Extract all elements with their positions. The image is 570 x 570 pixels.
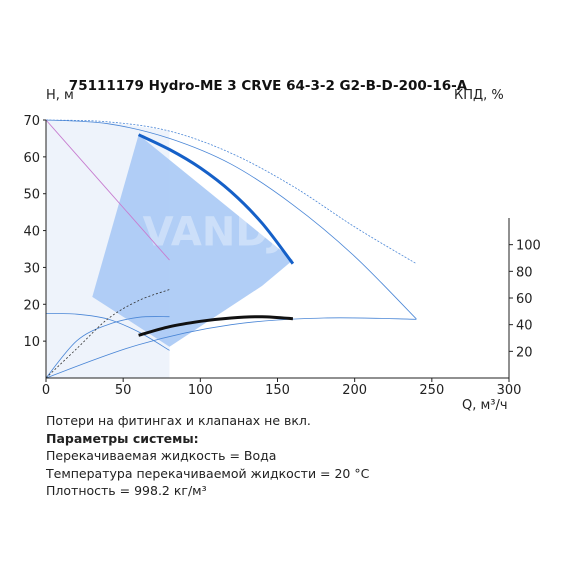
y2-tick-label: 40 [516, 319, 533, 334]
operating-area [92, 134, 293, 347]
note-parameters-heading: Параметры системы: [46, 430, 199, 446]
curve-thin-eff-small [45, 316, 170, 379]
y2-axis-label: КПД, % [454, 88, 504, 103]
y-tick-label: 60 [23, 151, 40, 166]
y-axis-label: H, м [46, 88, 74, 103]
x-tick-label: 300 [497, 383, 522, 398]
x-tick-label: 0 [42, 383, 50, 398]
x-tick-label: 200 [342, 383, 367, 398]
system-notes: Потери на фитингах и клапанах не вкл. Па… [46, 412, 546, 500]
curve-thin-power [45, 119, 170, 261]
note-losses: Потери на фитингах и клапанах не вкл. [46, 413, 311, 428]
x-tick-label: 50 [115, 383, 132, 398]
y-tick-label: 10 [23, 335, 40, 350]
curve-head-main [137, 133, 295, 265]
note-liquid: Перекачиваемая жидкость = Вода [46, 448, 277, 463]
y-tick-label: 30 [23, 261, 40, 276]
y2-tick-label: 20 [516, 345, 533, 360]
y-tick-label: 20 [23, 298, 40, 313]
curve-dashed-black [45, 289, 170, 379]
x-axis-label: Q, м³/ч [462, 398, 508, 413]
plot-area: VANDJORD 0 50 100 150 200 250 300 10 20 30 40 50 60 70… [23, 114, 540, 398]
watermark-text: VANDJORD [143, 209, 382, 255]
y2-tick-label: 100 [516, 239, 541, 254]
y-tick-label: 50 [23, 188, 40, 203]
y-tick-label: 70 [23, 114, 40, 129]
curve-thin-eff-large [45, 317, 417, 379]
y2-tick-label: 80 [516, 265, 533, 280]
curve-efficiency-main [138, 315, 294, 337]
note-temperature: Температура перекачиваемой жидкости = 20… [46, 465, 370, 481]
note-density: Плотность = 998.2 кг/м³ [46, 483, 207, 498]
x-tick-label: 100 [188, 383, 213, 398]
curve-thin-head-max [45, 119, 417, 265]
y-tick-label: 40 [23, 225, 40, 240]
y2-tick-label: 60 [516, 292, 533, 307]
curve-thin-head-upper [45, 119, 417, 320]
x-tick-label: 150 [265, 383, 290, 398]
x-tick-label: 250 [419, 383, 444, 398]
chart-title: 75111179 Hydro-ME 3 CRVE 64-3-2 G2-B-D-2… [69, 78, 468, 94]
